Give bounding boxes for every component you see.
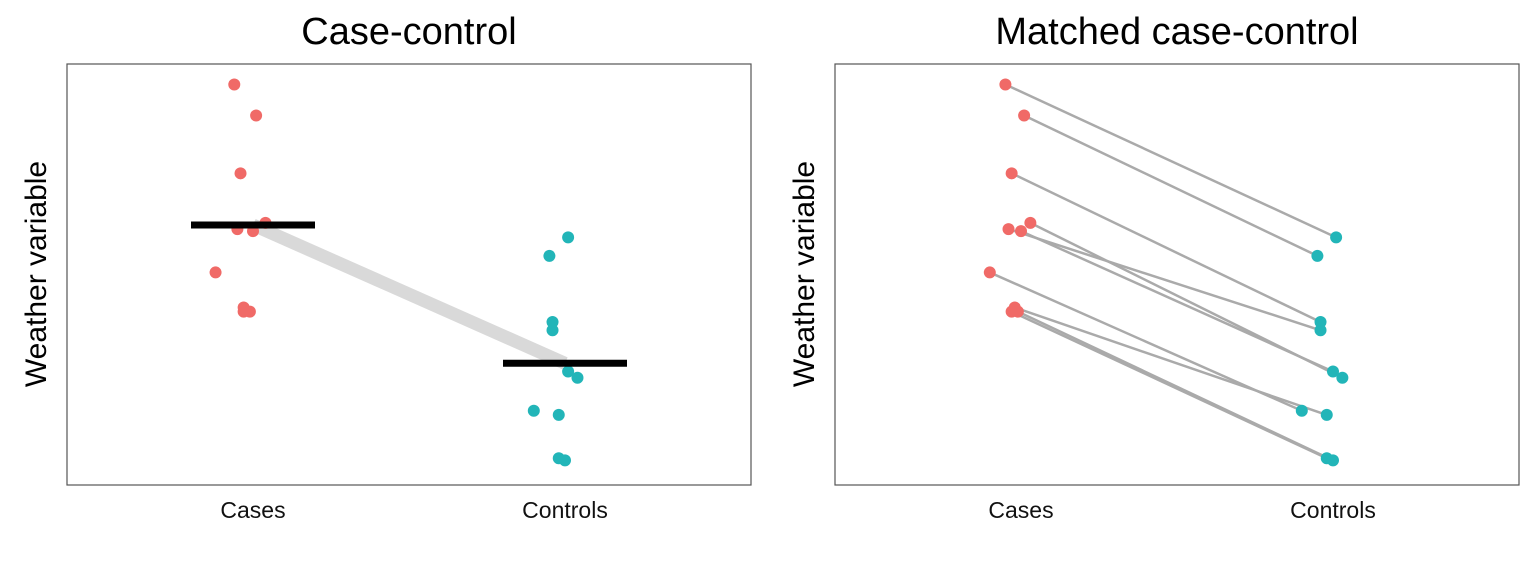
x-tick-label-controls: Controls [522,497,608,523]
plot-frame [66,63,752,486]
control-point [1314,315,1327,328]
pair-line [1020,229,1334,373]
control-point [1311,249,1324,262]
case-point [234,167,247,180]
case-point [1024,216,1037,229]
pair-line [1014,306,1328,417]
case-point [1015,225,1027,238]
control-point [546,324,559,337]
case-point [983,266,996,279]
control-point [1327,365,1339,378]
pair-line [1023,114,1318,258]
pair-line [1017,310,1334,462]
case-point [1018,109,1031,122]
mean-difference-band [250,218,568,370]
plot-frame [834,63,1520,486]
control-point [559,454,571,467]
control-point [1330,231,1343,244]
pair-line [1004,83,1337,239]
panel-title: Case-control [301,11,516,53]
control-point [543,249,556,262]
control-point [1320,408,1333,421]
control-point [1336,371,1349,384]
case-point [1005,167,1018,180]
pair-line [1008,227,1321,332]
y-axis-label: Weather variable [20,161,53,387]
marks [983,78,1349,467]
y-axis-label: Weather variable [788,161,821,387]
case-point [1011,305,1024,318]
case-control-panel: Case-control Weather variable Cases Cont… [20,11,752,523]
control-point [1327,454,1339,467]
x-tick-label-cases: Cases [988,497,1053,523]
marks [191,78,627,467]
x-tick-label-cases: Cases [220,497,285,523]
panel-title: Matched case-control [995,11,1358,53]
matched-case-control-panel: Matched case-control Weather variable Ca… [788,11,1520,523]
case-point [228,78,241,91]
control-point [552,408,565,421]
control-point [1295,404,1308,417]
control-point [562,231,575,244]
pair-line [1011,172,1322,324]
case-point [1002,223,1015,236]
control-point [1314,324,1327,337]
x-tick-label-controls: Controls [1290,497,1376,523]
control-point [527,404,540,417]
case-point [209,266,222,279]
case-point [999,78,1012,91]
case-point [243,305,256,318]
control-point [571,371,584,384]
case-point [250,109,263,122]
control-point [562,365,575,378]
control-point [546,315,559,328]
